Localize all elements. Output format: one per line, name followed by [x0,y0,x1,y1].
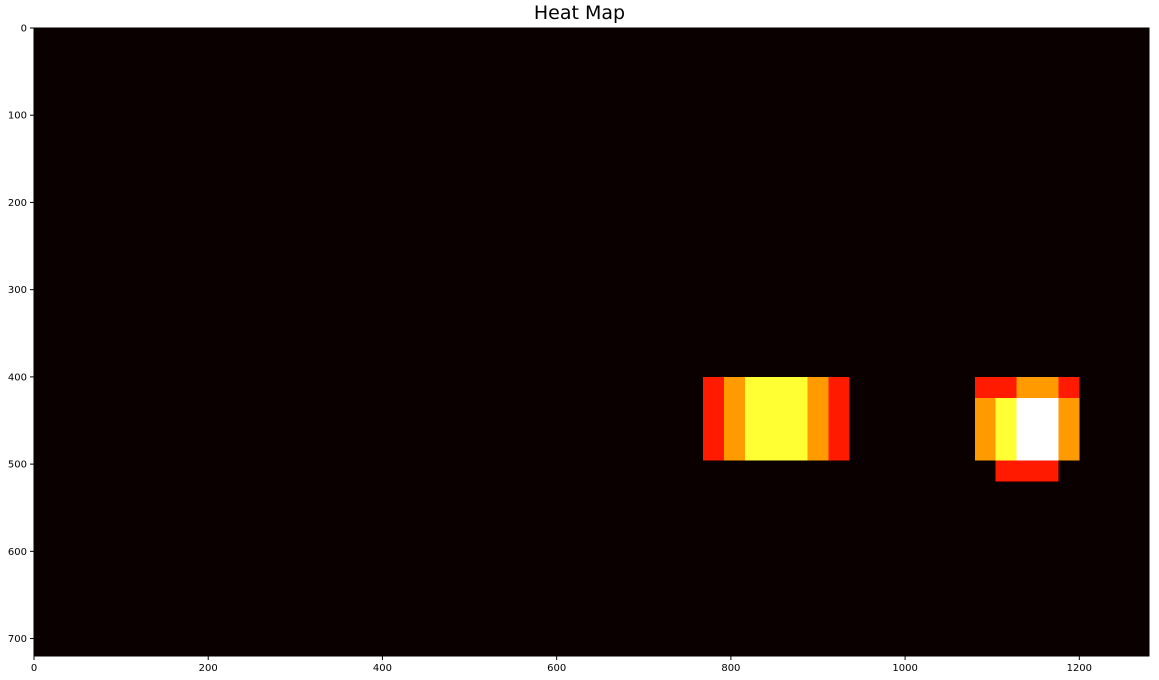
x-tick-label: 800 [721,663,740,674]
heatmap-cells [703,376,1080,482]
x-axis-ticks: 0 200 400 600 800 1000 1200 [31,656,1092,674]
heatmap-cell [1058,397,1080,461]
chart-title: Heat Map [533,2,626,24]
heatmap-cell [974,376,1017,398]
heatmap-cell [1058,376,1080,398]
y-tick-label: 600 [8,547,27,558]
y-tick-label: 0 [21,24,27,35]
heatmap-cell [744,376,808,461]
x-tick-label: 400 [373,663,392,674]
y-tick-label: 700 [8,634,27,645]
plot-background [34,28,1149,656]
x-tick-label: 600 [547,663,566,674]
heatmap-cell [807,376,829,461]
y-tick-label: 400 [8,372,27,383]
heatmap-cell [1016,397,1059,461]
plot-frame [33,27,1150,657]
x-tick-label: 0 [31,663,37,674]
heatmap-cell [995,460,1059,482]
heatmap-cell [703,376,724,461]
heatmap-cell [828,376,850,461]
heatmap-cell [995,397,1017,461]
y-tick-label: 100 [8,111,27,122]
y-tick-label: 500 [8,460,27,471]
y-axis-ticks: 0 100 200 300 400 500 600 700 [8,24,34,645]
heatmap-cell [723,376,745,461]
y-tick-label: 200 [8,198,27,209]
y-tick-label: 300 [8,285,27,296]
heatmap-cell [1016,376,1059,398]
x-tick-label: 1000 [892,663,917,674]
x-tick-label: 1200 [1067,663,1092,674]
x-tick-label: 200 [199,663,218,674]
heatmap-cell [974,397,996,461]
